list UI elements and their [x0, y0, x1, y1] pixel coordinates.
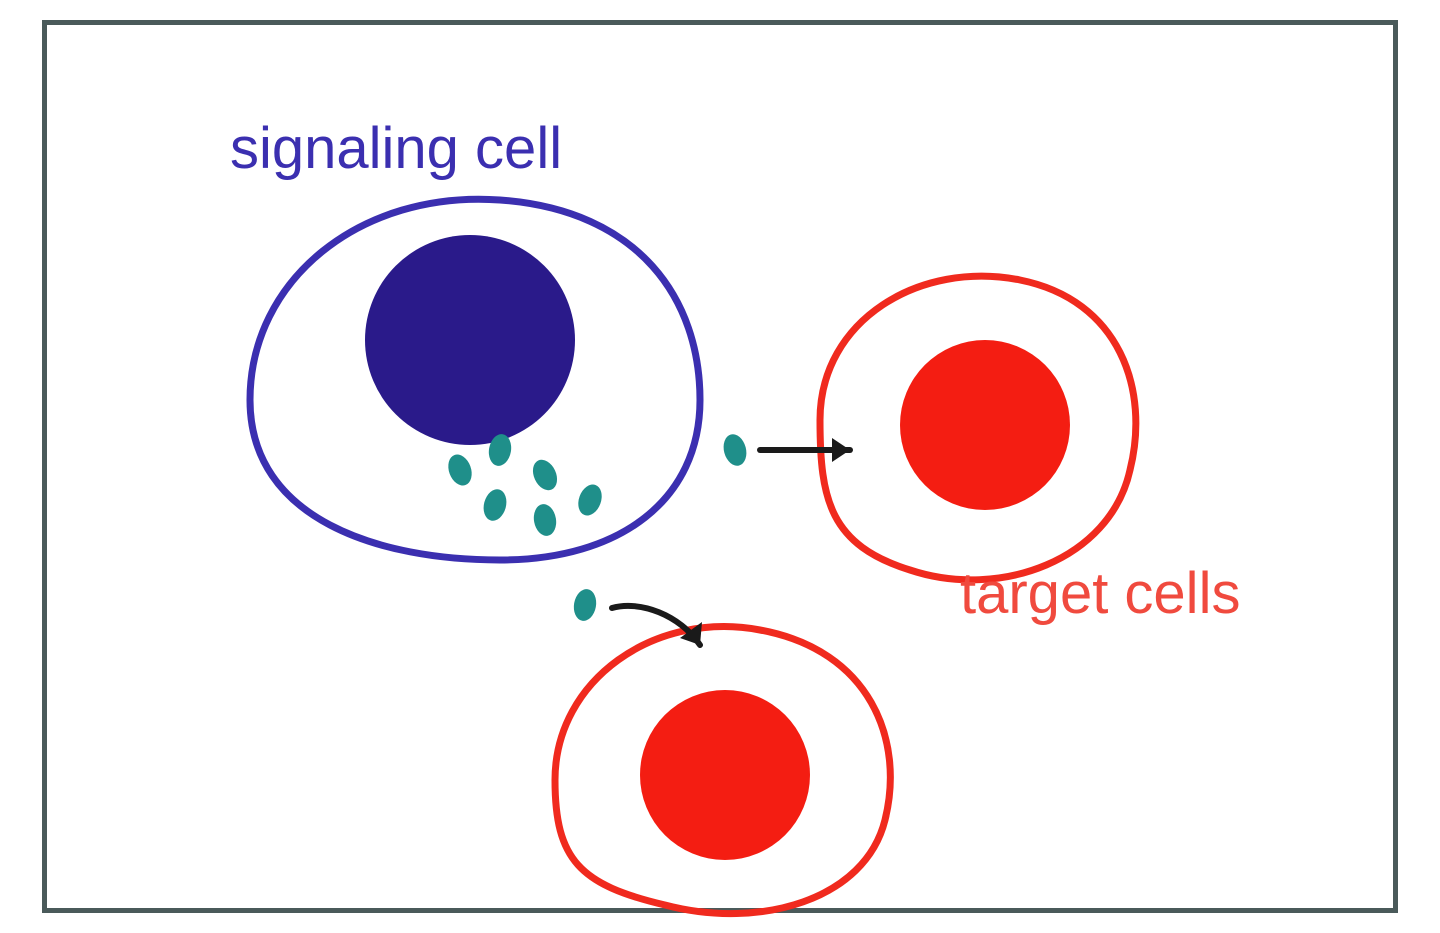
signal-molecule-7 [571, 587, 598, 622]
arrow-1-head [832, 438, 850, 462]
target-cells-label: target cells [960, 560, 1240, 627]
target-cell-2-nucleus [640, 690, 810, 860]
signal-molecule-3 [480, 487, 510, 524]
target-cell-1-nucleus [900, 340, 1070, 510]
signal-molecule-0 [444, 451, 476, 489]
signal-molecule-2 [528, 456, 561, 494]
signaling-cell-nucleus [365, 235, 575, 445]
diagram-canvas: signaling cell target cells [0, 0, 1440, 933]
signaling-cell-label: signaling cell [230, 115, 562, 182]
signal-molecule-5 [574, 481, 606, 519]
diagram-svg [0, 0, 1440, 933]
signal-molecule-4 [531, 502, 558, 537]
signal-molecule-6 [720, 432, 750, 469]
